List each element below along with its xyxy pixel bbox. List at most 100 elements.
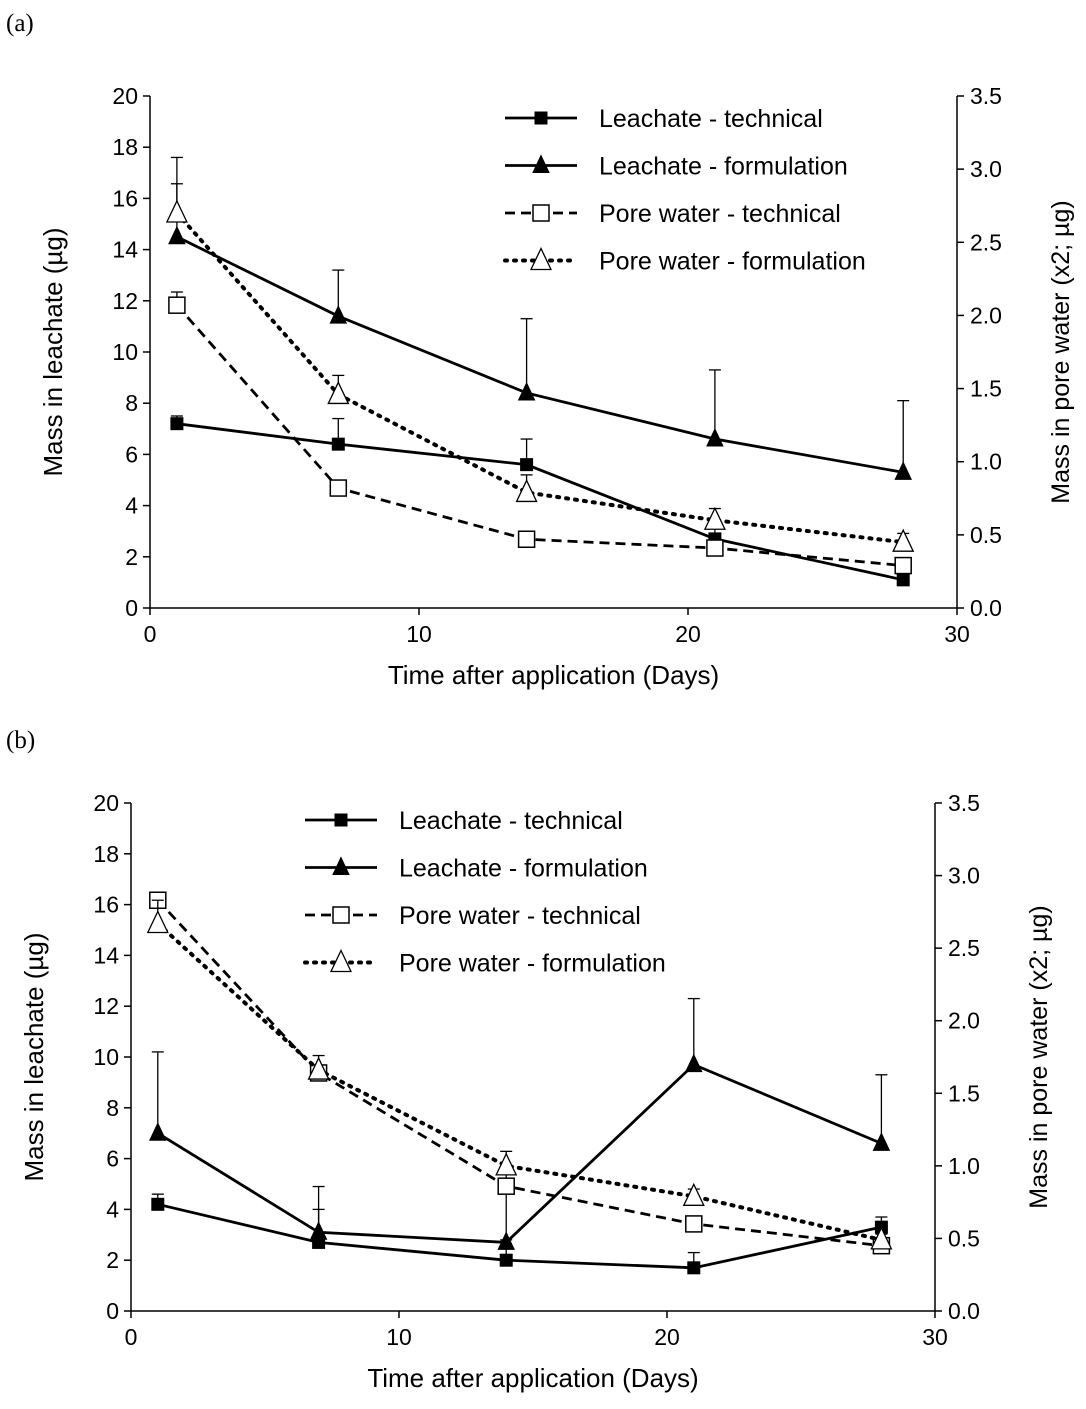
data-point (894, 556, 912, 575)
data-point (894, 461, 912, 480)
y-tick-label-left: 8 (106, 1095, 119, 1121)
series-1 (168, 156, 912, 480)
legend-label: Pore water - technical (399, 902, 641, 930)
legend-a: Leachate - technical Leachate - formulati… (503, 105, 866, 276)
data-point (872, 1132, 891, 1151)
x-tick-label: 30 (922, 1324, 948, 1350)
y-tick-label-left: 2 (125, 544, 138, 570)
chart-panel-b: (b) 0 2 4 6 8 10 12 14 16 18 20 0.0 0.5 1.0 1.5 2.0 2.5 3… (0, 705, 1086, 1409)
data-point (149, 1122, 167, 1141)
data-point (870, 1226, 893, 1250)
x-tick-label: 0 (125, 1324, 138, 1350)
legend-marker (532, 154, 550, 173)
y-axis-title-right: Mass in pore water (x2; µg) (1047, 200, 1075, 503)
series-1 (149, 997, 891, 1250)
data-point (703, 506, 726, 530)
y-tick-label-left: 20 (112, 83, 138, 109)
data-point (497, 1231, 515, 1250)
y-tick-label-right: 0.0 (970, 595, 1002, 621)
y-tick-label-right: 1.0 (970, 449, 1002, 475)
series-line (157, 1202, 882, 1270)
data-point (331, 437, 345, 451)
y-tick-label-right: 3.5 (948, 790, 980, 816)
y-tick-label-left: 4 (125, 493, 138, 519)
y-tick-label-right: 3.0 (948, 863, 980, 889)
data-point (165, 199, 188, 223)
y-tick-label-right: 0.5 (970, 522, 1002, 548)
y-tick-label-left: 2 (106, 1247, 119, 1273)
data-point (706, 427, 724, 447)
legend-label: Leachate - technical (599, 105, 823, 133)
legend-marker (534, 111, 548, 125)
x-tick-label: 20 (675, 621, 701, 647)
axes-a: 0 2 4 6 8 10 12 14 16 18 20 0.0 0.5 1.0 1.5 2.0 2.5 3.0 3.… (38, 83, 1075, 690)
legend-b: Leachate - technical Leachate - formulati… (303, 807, 666, 978)
y-tick-label-left: 16 (93, 892, 119, 918)
y-tick-label-left: 0 (125, 595, 138, 621)
x-tick-label: 0 (144, 621, 157, 647)
data-point (520, 458, 534, 472)
data-point (706, 539, 724, 557)
y-tick-label-left: 20 (93, 790, 119, 816)
series-0 (170, 415, 910, 587)
chart-panel-a: (a) 0 2 4 6 8 10 12 14 16 18 20 0.0 0.5 1.0 1.5 2.0 2.5 3… (6, 10, 1075, 690)
legend-label: Pore water - formulation (399, 950, 666, 978)
y-axis-title-left: Mass in leachate (µg) (19, 932, 49, 1181)
legend-marker (332, 906, 350, 924)
y-tick-label-right: 0.0 (948, 1298, 980, 1324)
data-point (685, 1053, 703, 1073)
y-tick-label-left: 0 (106, 1298, 119, 1324)
data-point (327, 380, 350, 405)
legend-marker (334, 813, 348, 827)
data-point (170, 417, 184, 431)
y-axis-title-left: Mass in leachate (µg) (38, 227, 68, 476)
y-tick-label-right: 2.5 (948, 935, 980, 961)
y-tick-label-left: 4 (106, 1196, 119, 1222)
data-point (682, 1182, 705, 1206)
data-point (329, 304, 348, 324)
x-tick-label: 10 (386, 1324, 412, 1350)
series-0 (151, 1193, 888, 1275)
data-point (515, 478, 538, 503)
data-point (497, 1177, 515, 1195)
x-axis-title: Time after application (Days) (388, 660, 719, 690)
y-tick-label-left: 10 (112, 339, 138, 365)
series-line (155, 921, 884, 1242)
series-line (157, 1062, 882, 1244)
y-tick-label-left: 14 (93, 942, 119, 968)
legend-marker (332, 856, 350, 875)
data-point (687, 1261, 701, 1275)
y-tick-label-right: 3.0 (970, 156, 1002, 182)
data-point (517, 381, 536, 401)
y-tick-label-left: 14 (112, 237, 138, 263)
y-tick-label-left: 18 (93, 841, 119, 867)
legend-marker (532, 204, 550, 222)
legend-label: Pore water - formulation (599, 248, 866, 276)
chart-a-svg: 0 2 4 6 8 10 12 14 16 18 20 0.0 0.5 1.0 1.5 2.0 2.5 3.0 3.… (38, 83, 1075, 690)
y-tick-label-left: 12 (93, 993, 119, 1019)
legend-label: Pore water - technical (599, 200, 841, 228)
series-line (175, 304, 904, 567)
series-line (174, 211, 906, 545)
axes-b: 0 2 4 6 8 10 12 14 16 18 20 0.0 0.5 1.0 1.5 2.0 2.5 3.0 3.… (19, 790, 1053, 1393)
y-axis-title-right: Mass in pore water (x2; µg) (1025, 905, 1053, 1208)
data-point (329, 479, 348, 497)
series-3 (165, 183, 915, 552)
data-point (168, 225, 186, 245)
series-3 (146, 899, 893, 1250)
panel-label-a: (a) (6, 10, 34, 37)
x-tick-label: 30 (944, 621, 970, 647)
panel-label-b: (b) (6, 727, 36, 754)
y-tick-label-left: 12 (112, 288, 138, 314)
data-point (499, 1253, 513, 1267)
legend-label: Leachate - formulation (399, 855, 648, 883)
y-tick-label-right: 1.5 (948, 1080, 980, 1106)
data-point (896, 573, 910, 587)
y-tick-label-right: 3.5 (970, 83, 1002, 109)
data-point (151, 1197, 165, 1211)
data-point (685, 1215, 703, 1233)
data-point (495, 1152, 518, 1176)
data-point (892, 528, 915, 552)
series-2 (168, 291, 912, 575)
y-tick-label-right: 1.5 (970, 376, 1002, 402)
